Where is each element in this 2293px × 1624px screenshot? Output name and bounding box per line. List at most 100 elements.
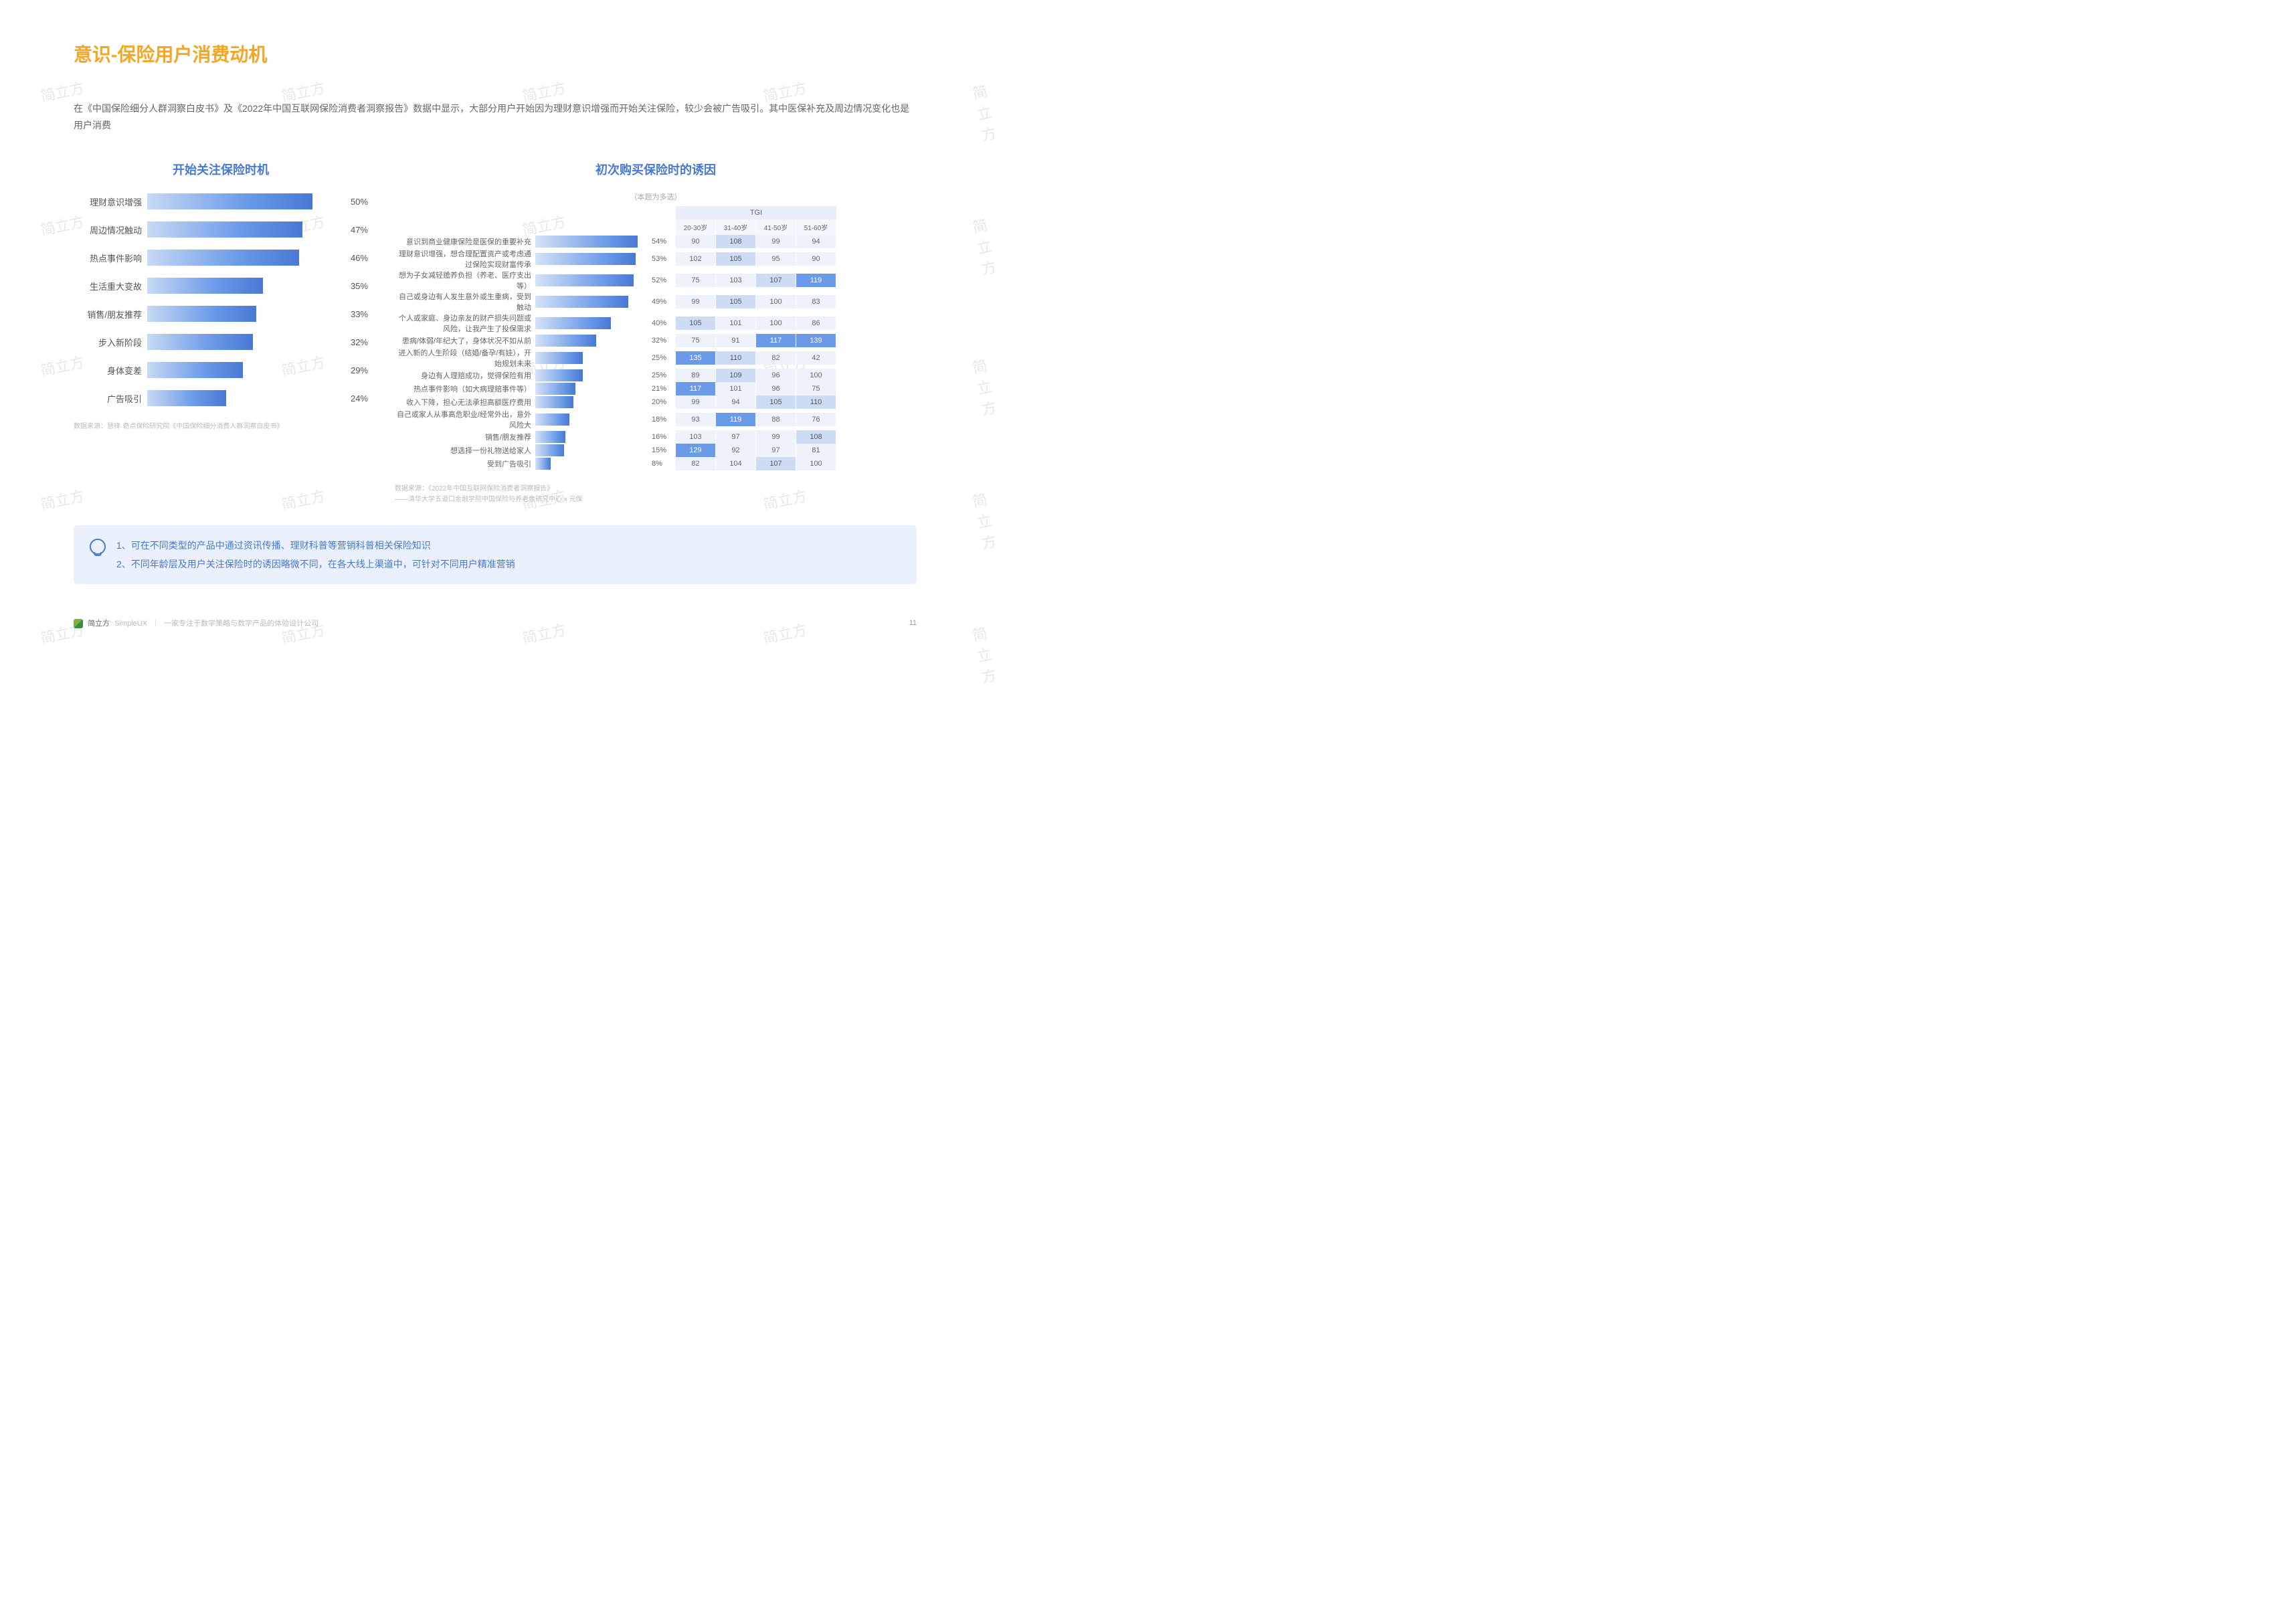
r-bar-fill bbox=[535, 274, 634, 286]
bar-row: 热点事件影响46% bbox=[74, 248, 368, 268]
bar-value: 29% bbox=[351, 365, 368, 375]
tgi-cell: 82 bbox=[756, 351, 796, 365]
r-bar-fill bbox=[535, 396, 573, 408]
tgi-cell: 89 bbox=[676, 369, 716, 382]
tgi-cell: 105 bbox=[676, 317, 716, 330]
tgi-cell: 110 bbox=[716, 351, 756, 365]
watermark: 简立方 bbox=[970, 213, 998, 279]
tgi-cell: 100 bbox=[756, 295, 796, 308]
r-bar-value: 40% bbox=[649, 319, 676, 327]
tgi-cell: 96 bbox=[756, 369, 796, 382]
r-bar-fill bbox=[535, 383, 575, 395]
tgi-cell: 105 bbox=[716, 295, 756, 308]
tgi-cell: 75 bbox=[676, 274, 716, 287]
bar-fill bbox=[147, 334, 253, 350]
tgi-cell: 139 bbox=[796, 334, 836, 347]
age-header: 51-60岁 bbox=[796, 219, 836, 235]
tgi-cell: 94 bbox=[796, 235, 836, 248]
bar-row: 广告吸引 24% bbox=[74, 388, 368, 408]
r-bar-value: 8% bbox=[649, 460, 676, 468]
tgi-cell: 88 bbox=[756, 413, 796, 426]
watermark: 简立方 bbox=[970, 622, 998, 687]
tgi-cell: 97 bbox=[716, 430, 756, 444]
watermark: 简立方 bbox=[970, 488, 998, 553]
r-bar-value: 15% bbox=[649, 446, 676, 454]
bar-row: 步入新阶段32% bbox=[74, 332, 368, 352]
tgi-cell: 119 bbox=[716, 413, 756, 426]
r-bar-fill bbox=[535, 369, 583, 381]
page-title: 意识-保险用户消费动机 bbox=[74, 40, 917, 67]
insight-box: 1、可在不同类型的产品中通过资讯传播、理财科普等营销科普相关保险知识2、不同年龄… bbox=[74, 525, 917, 584]
bar-fill bbox=[147, 250, 299, 266]
bar-value: 35% bbox=[351, 281, 368, 291]
bar-fill bbox=[147, 362, 243, 378]
footer-brand: 简立方 bbox=[88, 620, 110, 628]
r-bar-value: 18% bbox=[649, 416, 676, 424]
bar-row: 销售/朋友推荐33% bbox=[74, 304, 368, 324]
r-bar-fill bbox=[535, 317, 611, 329]
tgi-cell: 100 bbox=[796, 369, 836, 382]
tgi-cell: 105 bbox=[756, 395, 796, 409]
r-bar-fill bbox=[535, 236, 638, 248]
r-bar-label: 销售/朋友推荐 bbox=[395, 432, 535, 442]
r-bar-fill bbox=[535, 444, 564, 456]
bar-row: 身体变差29% bbox=[74, 360, 368, 380]
footer-brand-en: SimpleUX bbox=[114, 620, 147, 628]
r-bar-label: 身边有人理赔成功，觉得保险有用 bbox=[395, 370, 535, 381]
tgi-cell: 100 bbox=[796, 457, 836, 470]
tgi-cell: 109 bbox=[716, 369, 756, 382]
tgi-cell: 99 bbox=[756, 235, 796, 248]
r-bar-label: 自己或家人从事高危职业/经常外出，意外风险大 bbox=[395, 409, 535, 430]
tgi-cell: 82 bbox=[676, 457, 716, 470]
page-number: 11 bbox=[909, 619, 917, 627]
bar-value: 24% bbox=[351, 393, 368, 403]
tgi-cell: 117 bbox=[676, 382, 716, 395]
bar-value: 47% bbox=[351, 225, 368, 235]
tgi-cell: 105 bbox=[716, 252, 756, 266]
r-bar-label: 进入新的人生阶段（结婚/备孕/有娃），开始规划未来 bbox=[395, 347, 535, 369]
tgi-cell: 90 bbox=[676, 235, 716, 248]
r-bar-label: 意识到商业健康保险是医保的重要补充 bbox=[395, 236, 535, 247]
r-bar-fill bbox=[535, 414, 569, 426]
r-bar-label: 收入下降，担心无法承担高额医疗费用 bbox=[395, 397, 535, 408]
bar-label: 周边情况触动 bbox=[74, 223, 147, 236]
bar-label: 广告吸引 bbox=[74, 392, 147, 405]
tgi-cell: 103 bbox=[676, 430, 716, 444]
tgi-cell: 95 bbox=[756, 252, 796, 266]
tgi-cell: 83 bbox=[796, 295, 836, 308]
tgi-cell: 100 bbox=[756, 317, 796, 330]
age-header: 20-30岁 bbox=[676, 219, 716, 235]
bar-value: 50% bbox=[351, 197, 368, 207]
bar-value: 33% bbox=[351, 309, 368, 319]
tgi-cell: 75 bbox=[676, 334, 716, 347]
r-bar-value: 16% bbox=[649, 433, 676, 441]
tgi-cell: 91 bbox=[716, 334, 756, 347]
r-bar-fill bbox=[535, 296, 628, 308]
right-chart: 初次购买保险时的诱因 （本题为多选） TGI20-30岁31-40岁41-50岁… bbox=[395, 161, 917, 505]
tgi-cell: 103 bbox=[716, 274, 756, 287]
tgi-cell: 90 bbox=[796, 252, 836, 266]
bar-fill bbox=[147, 278, 263, 294]
tgi-cell: 102 bbox=[676, 252, 716, 266]
r-bar-value: 21% bbox=[649, 385, 676, 393]
tgi-cell: 81 bbox=[796, 444, 836, 457]
tgi-cell: 92 bbox=[716, 444, 756, 457]
tgi-cell: 93 bbox=[676, 413, 716, 426]
r-bar-value: 53% bbox=[649, 255, 676, 263]
r-bar-fill bbox=[535, 335, 596, 347]
r-bar-label: 热点事件影响（如大病理赔事件等） bbox=[395, 383, 535, 394]
footer: 简立方 SimpleUX ｜ 一家专注于数字策略与数字产品的体验设计公司 11 bbox=[74, 618, 917, 628]
r-bar-label: 想选择一份礼物送给家人 bbox=[395, 445, 535, 456]
tgi-cell: 104 bbox=[716, 457, 756, 470]
r-bar-fill bbox=[535, 458, 551, 470]
left-chart-title: 开始关注保险时机 bbox=[74, 161, 368, 178]
age-header: 41-50岁 bbox=[756, 219, 796, 235]
r-bar-value: 54% bbox=[649, 238, 676, 246]
tgi-cell: 108 bbox=[716, 235, 756, 248]
tgi-cell: 119 bbox=[796, 274, 836, 287]
bulb-icon bbox=[90, 539, 106, 555]
footer-tagline: 一家专注于数字策略与数字产品的体验设计公司 bbox=[164, 620, 318, 628]
r-bar-fill bbox=[535, 253, 636, 265]
left-source: 数据来源：慧择·奇点保险研究院《中国保险细分消费人群洞察白皮书》 bbox=[74, 422, 368, 432]
tgi-cell: 96 bbox=[756, 382, 796, 395]
